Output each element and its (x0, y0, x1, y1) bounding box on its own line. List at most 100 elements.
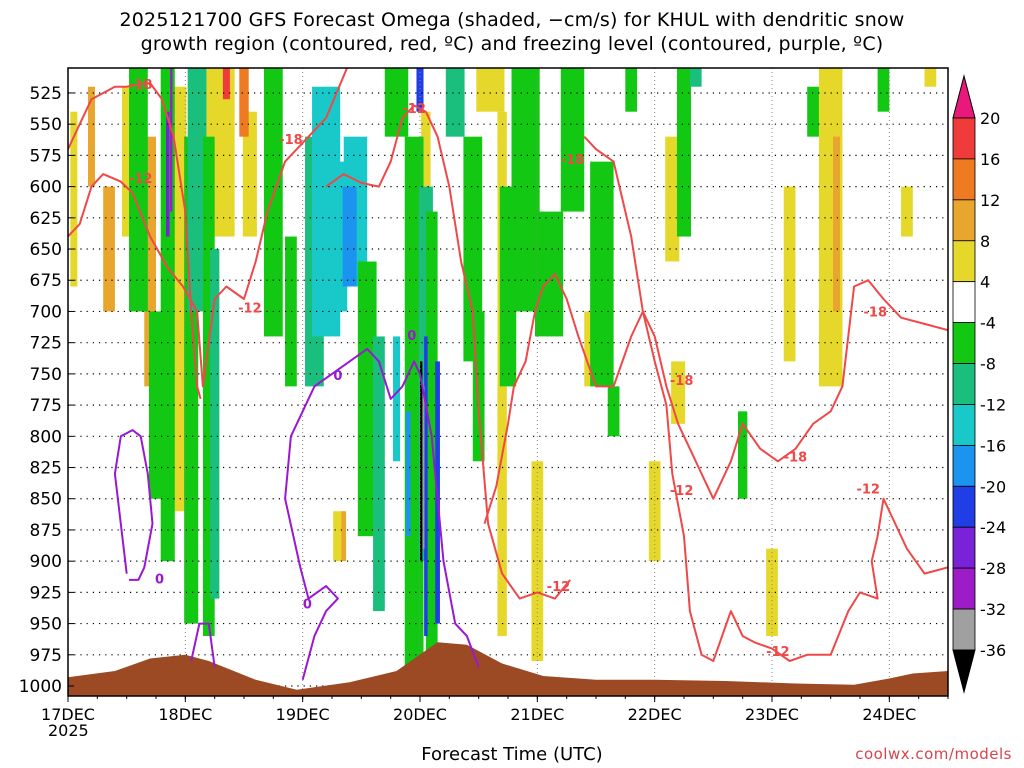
colorbar-bin (952, 567, 976, 610)
rising-motion-band (144, 136, 156, 387)
colorbar-bin (952, 117, 976, 160)
sinking-motion-band (373, 336, 385, 612)
colorbar-bin (952, 526, 976, 569)
colorbar-bin (952, 281, 976, 324)
freezing-level-contour-line (284, 347, 480, 681)
dgz-contour-line (68, 68, 349, 388)
freezing-level-contour-line (113, 429, 154, 581)
sinking-motion-band (676, 68, 692, 237)
y-tick-label: 1000 (19, 677, 62, 697)
colorbar-tick-label: -24 (980, 518, 1006, 537)
sinking-motion-band (209, 249, 220, 599)
colorbar-bin (952, 363, 976, 405)
y-tick-label: 800 (30, 427, 62, 447)
sinking-motion-band (534, 211, 564, 337)
y-tick-label: 625 (30, 209, 62, 229)
sinking-motion-band (384, 68, 409, 137)
colorbar-bin (952, 158, 976, 201)
sinking-motion-band (560, 68, 585, 212)
contour-label: -12 (238, 302, 262, 317)
x-tick-label: 17DEC (41, 705, 95, 724)
contour-label: 0 (155, 573, 164, 588)
strong-rising-core (222, 68, 230, 100)
terrain-profile (68, 642, 948, 696)
terrain-layer (68, 642, 948, 696)
chart-title: 2025121700 GFS Forecast Omega (shaded, −… (0, 8, 1024, 56)
sinking-motion-band (590, 161, 614, 387)
rising-motion-band (87, 86, 95, 187)
contour-label: -18 (129, 78, 153, 93)
rising-motion-band (584, 311, 596, 387)
contour-label: -12 (856, 483, 880, 498)
y-tick-label: 525 (30, 84, 62, 104)
colorbar-bin (952, 608, 976, 651)
colorbar-bin (952, 322, 976, 364)
chart-title-line-1: 2025121700 GFS Forecast Omega (shaded, −… (119, 9, 905, 31)
colorbar-bin (952, 444, 976, 487)
sinking-motion-band (202, 136, 215, 637)
contour-labels: -18 -12 -18 -12 -12 -18 -18 -12 -18 -12 -12 -18 -12 0… (129, 78, 887, 660)
x-tick-label: 19DEC (276, 705, 330, 724)
colorbar-tick-label: -4 (980, 314, 996, 333)
contour-label: -12 (547, 580, 571, 595)
colorbar-max-arrow (952, 74, 976, 119)
colorbar-tick-label: 20 (980, 109, 1000, 128)
sinking-motion-band (877, 68, 890, 112)
colorbar-tick-label: 8 (980, 232, 990, 251)
colorbar-bin (952, 404, 976, 446)
colorbar-tick-label: -36 (980, 641, 1006, 660)
grid-lines (68, 68, 948, 696)
y-tick-label: 700 (30, 302, 62, 322)
colorbar-tick-label: -20 (980, 477, 1006, 496)
rising-motion-band (242, 111, 257, 237)
contour-label: -12 (766, 645, 790, 660)
y-tick-label: 650 (30, 240, 62, 260)
colorbar-tick-label: -32 (980, 600, 1006, 619)
y-tick-label: 900 (30, 552, 62, 572)
strong-rising-core (341, 511, 347, 562)
strong-sinking-core (424, 336, 428, 637)
sinking-motion-band (625, 68, 638, 112)
rising-motion-band (476, 68, 505, 112)
y-tick-label: 725 (30, 334, 62, 354)
strong-sinking-core (416, 68, 424, 112)
x-axis-year-label: 2025 (48, 721, 89, 740)
y-axis: 525 550 575 600 625 650 675 700 725 750 775 800 825 8… (19, 84, 74, 697)
colorbar-tick-label: -28 (980, 559, 1006, 578)
rising-motion-band (783, 186, 796, 362)
rising-motion-band (924, 68, 937, 87)
strong-sinking-core (422, 386, 425, 549)
y-tick-label: 950 (30, 615, 62, 635)
y-tick-label: 750 (30, 365, 62, 385)
sinking-motion-band (472, 311, 485, 462)
y-tick-label: 975 (30, 646, 62, 666)
rising-motion-band (421, 111, 431, 212)
sinking-motion-band (263, 68, 283, 337)
y-tick-label: 825 (30, 459, 62, 479)
strong-rising-core (239, 68, 249, 137)
contour-label: -18 (784, 450, 808, 465)
x-tick-label: 23DEC (745, 705, 799, 724)
x-axis-title: Forecast Time (UTC) (421, 744, 603, 765)
rising-motion-band (333, 511, 343, 562)
site-credit: coolwx.com/models (855, 745, 1012, 763)
contour-label: -18 (670, 374, 694, 389)
strong-sinking-core (170, 68, 173, 212)
strong-sinking-core (393, 336, 401, 462)
rising-motion-band (70, 111, 78, 287)
colorbar-bin (952, 485, 976, 528)
x-tick-label: 21DEC (510, 705, 564, 724)
dgz-contour-line (583, 136, 948, 500)
contour-label: -18 (864, 305, 888, 320)
rising-motion-band (103, 186, 115, 312)
strong-sinking-core (420, 361, 423, 562)
x-tick-label: 18DEC (158, 705, 212, 724)
contour-label: -18 (279, 133, 303, 148)
colorbar-min-arrow (952, 649, 976, 694)
colorbar-tick-label: -8 (980, 355, 996, 374)
contour-label: -12 (402, 102, 426, 117)
sinking-motion-band (511, 68, 540, 312)
colorbar-tick-label: 16 (980, 150, 1000, 169)
strong-sinking-core (405, 411, 411, 537)
contour-label: 0 (333, 369, 342, 384)
